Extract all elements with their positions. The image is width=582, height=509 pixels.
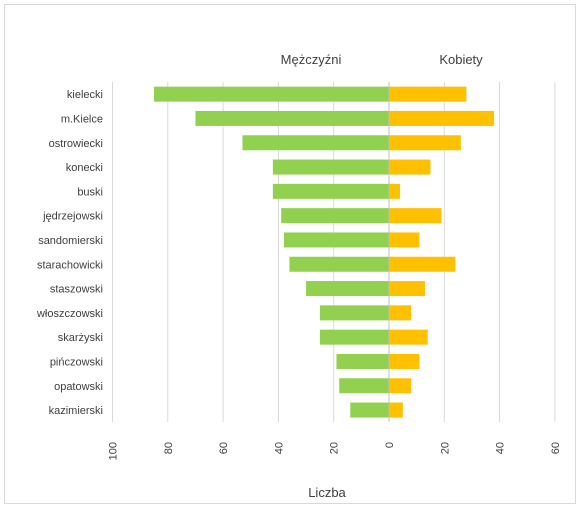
- category-label: ostrowiecki: [49, 138, 103, 150]
- x-tick-label: 0: [384, 442, 396, 448]
- category-label: skarżyski: [58, 332, 103, 344]
- bar-men: [339, 378, 389, 394]
- bar-women: [389, 378, 412, 394]
- x-tick-label: 100: [108, 442, 120, 460]
- bar-men: [272, 159, 389, 175]
- bar-women: [389, 135, 461, 151]
- bar-women: [389, 353, 420, 369]
- category-label: włoszczowski: [36, 308, 103, 320]
- bar-men: [319, 305, 389, 321]
- category-label: buski: [77, 186, 103, 198]
- bars: [153, 86, 495, 418]
- bar-women: [389, 208, 442, 224]
- bar-men: [195, 110, 389, 126]
- bar-women: [389, 256, 456, 272]
- bar-men: [336, 353, 389, 369]
- category-label: konecki: [66, 162, 103, 174]
- x-tick-label: 20: [439, 442, 451, 454]
- bar-women: [389, 402, 403, 418]
- category-label: m.Kielce: [61, 113, 103, 125]
- x-tick-label: 80: [163, 442, 175, 454]
- bar-men: [272, 183, 389, 199]
- bar-women: [389, 281, 425, 297]
- x-tick-label: 20: [329, 442, 341, 454]
- category-label: sandomierski: [38, 235, 103, 247]
- category-label: pińczowski: [50, 356, 103, 368]
- category-label: jędrzejowski: [42, 211, 103, 223]
- category-labels: kielecki m.Kielce ostrowiecki konecki buski j…: [36, 89, 103, 417]
- bar-men: [283, 232, 389, 248]
- category-label: staszowski: [50, 284, 103, 296]
- category-label: starachowicki: [37, 259, 103, 271]
- bar-women: [389, 159, 431, 175]
- x-axis-title: Liczba: [308, 485, 346, 500]
- bar-women: [389, 232, 420, 248]
- bar-women: [389, 110, 495, 126]
- x-tick-labels: 100 80 60 40 20 0 20 40 60: [108, 442, 562, 460]
- grid-lines: [112, 82, 556, 422]
- x-tick-label: 60: [550, 442, 562, 454]
- category-label: kielecki: [67, 89, 103, 101]
- category-label: opatowski: [54, 381, 103, 393]
- bar-men: [242, 135, 389, 151]
- bar-women: [389, 329, 428, 345]
- bar-men: [153, 86, 389, 102]
- bar-men: [306, 281, 389, 297]
- x-tick-label: 60: [218, 442, 230, 454]
- category-label: kazimierski: [49, 405, 103, 417]
- bar-men: [319, 329, 389, 345]
- series-label-women: Kobiety: [439, 52, 483, 67]
- x-tick-label: 40: [495, 442, 507, 454]
- bar-women: [389, 86, 467, 102]
- bar-men: [281, 208, 389, 224]
- bar-women: [389, 183, 401, 199]
- bar-men: [289, 256, 389, 272]
- bar-men: [350, 402, 389, 418]
- series-label-men: Mężczyźni: [281, 52, 342, 67]
- bar-women: [389, 305, 412, 321]
- x-tick-label: 40: [273, 442, 285, 454]
